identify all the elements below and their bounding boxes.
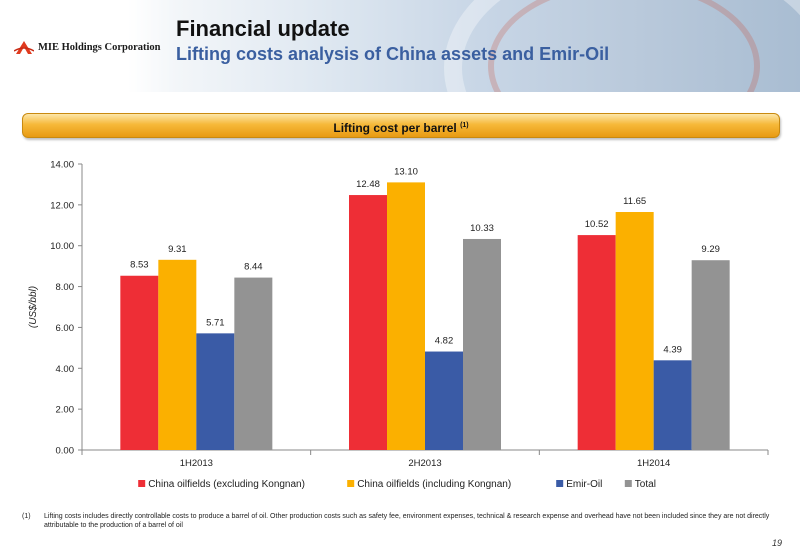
bar bbox=[463, 238, 501, 450]
legend-label: China oilfields (including Kongnan) bbox=[357, 479, 511, 490]
page-number: 19 bbox=[771, 538, 782, 548]
bar-data-label: 10.33 bbox=[470, 223, 494, 234]
slide-header bbox=[0, 0, 800, 92]
legend-label: Emir-Oil bbox=[566, 479, 602, 490]
bar-data-label: 12.48 bbox=[356, 179, 380, 190]
legend-swatch bbox=[347, 480, 355, 487]
bar-data-label: 9.31 bbox=[168, 244, 187, 255]
bar bbox=[387, 182, 425, 450]
bar bbox=[120, 275, 159, 450]
company-logo-icon bbox=[14, 41, 34, 54]
bar-data-label: 5.71 bbox=[206, 317, 225, 328]
footnote-marker: (1) bbox=[22, 513, 31, 520]
legend-swatch bbox=[556, 480, 564, 487]
y-axis-tick-label: 4.00 bbox=[56, 364, 75, 375]
bar-data-label: 10.52 bbox=[585, 219, 609, 230]
y-axis-tick-label: 0.00 bbox=[56, 446, 75, 457]
y-axis-tick-label: 8.00 bbox=[56, 282, 75, 293]
y-axis-label: (US$/bbl) bbox=[28, 286, 39, 328]
banner-label: Lifting cost per barrel bbox=[333, 121, 457, 135]
bar bbox=[691, 260, 730, 450]
footnote-text: Lifting costs includes directly controll… bbox=[44, 513, 770, 529]
page-subtitle: Lifting costs analysis of China assets a… bbox=[176, 44, 610, 64]
y-axis-tick-label: 2.00 bbox=[56, 405, 75, 416]
y-axis-tick-label: 12.00 bbox=[50, 200, 74, 211]
bar-data-label: 4.82 bbox=[435, 336, 454, 347]
bar bbox=[349, 195, 387, 450]
bar-data-label: 13.10 bbox=[394, 166, 418, 177]
x-axis-tick-label: 1H2014 bbox=[637, 458, 670, 469]
bar bbox=[196, 333, 235, 450]
banner-footnote-ref: (1) bbox=[460, 122, 469, 129]
bar bbox=[577, 235, 616, 450]
bar-data-label: 8.44 bbox=[244, 262, 263, 273]
bar bbox=[158, 259, 197, 450]
legend-label: Total bbox=[635, 479, 656, 490]
bar-data-label: 11.65 bbox=[623, 196, 646, 207]
bar-data-label: 8.53 bbox=[130, 260, 149, 271]
bar-data-label: 4.39 bbox=[663, 344, 682, 355]
x-axis-tick-label: 1H2013 bbox=[180, 458, 213, 469]
legend-swatch bbox=[624, 480, 632, 487]
y-axis-tick-label: 10.00 bbox=[50, 241, 74, 252]
bar bbox=[615, 212, 654, 450]
legend-label: China oilfields (excluding Kongnan) bbox=[148, 479, 305, 490]
x-axis-tick-label: 2H2013 bbox=[408, 458, 441, 469]
y-axis-tick-label: 14.00 bbox=[50, 160, 74, 171]
bar bbox=[234, 277, 273, 450]
bar-chart: 0.00 2.00 4.00 6.00 8.00 10.00 12.00 14.00 (US$/… bbox=[28, 160, 769, 490]
company-logo: MIE Holdings Corporation bbox=[14, 38, 161, 56]
bar bbox=[425, 351, 463, 450]
bar bbox=[653, 360, 692, 450]
company-name: MIE Holdings Corporation bbox=[38, 41, 161, 53]
legend-swatch bbox=[138, 480, 146, 487]
y-axis-tick-label: 6.00 bbox=[56, 323, 75, 334]
page-title: Financial update bbox=[176, 16, 350, 41]
chart-banner: Lifting cost per barrel (1) bbox=[22, 113, 780, 138]
bar-data-label: 9.29 bbox=[701, 244, 720, 255]
